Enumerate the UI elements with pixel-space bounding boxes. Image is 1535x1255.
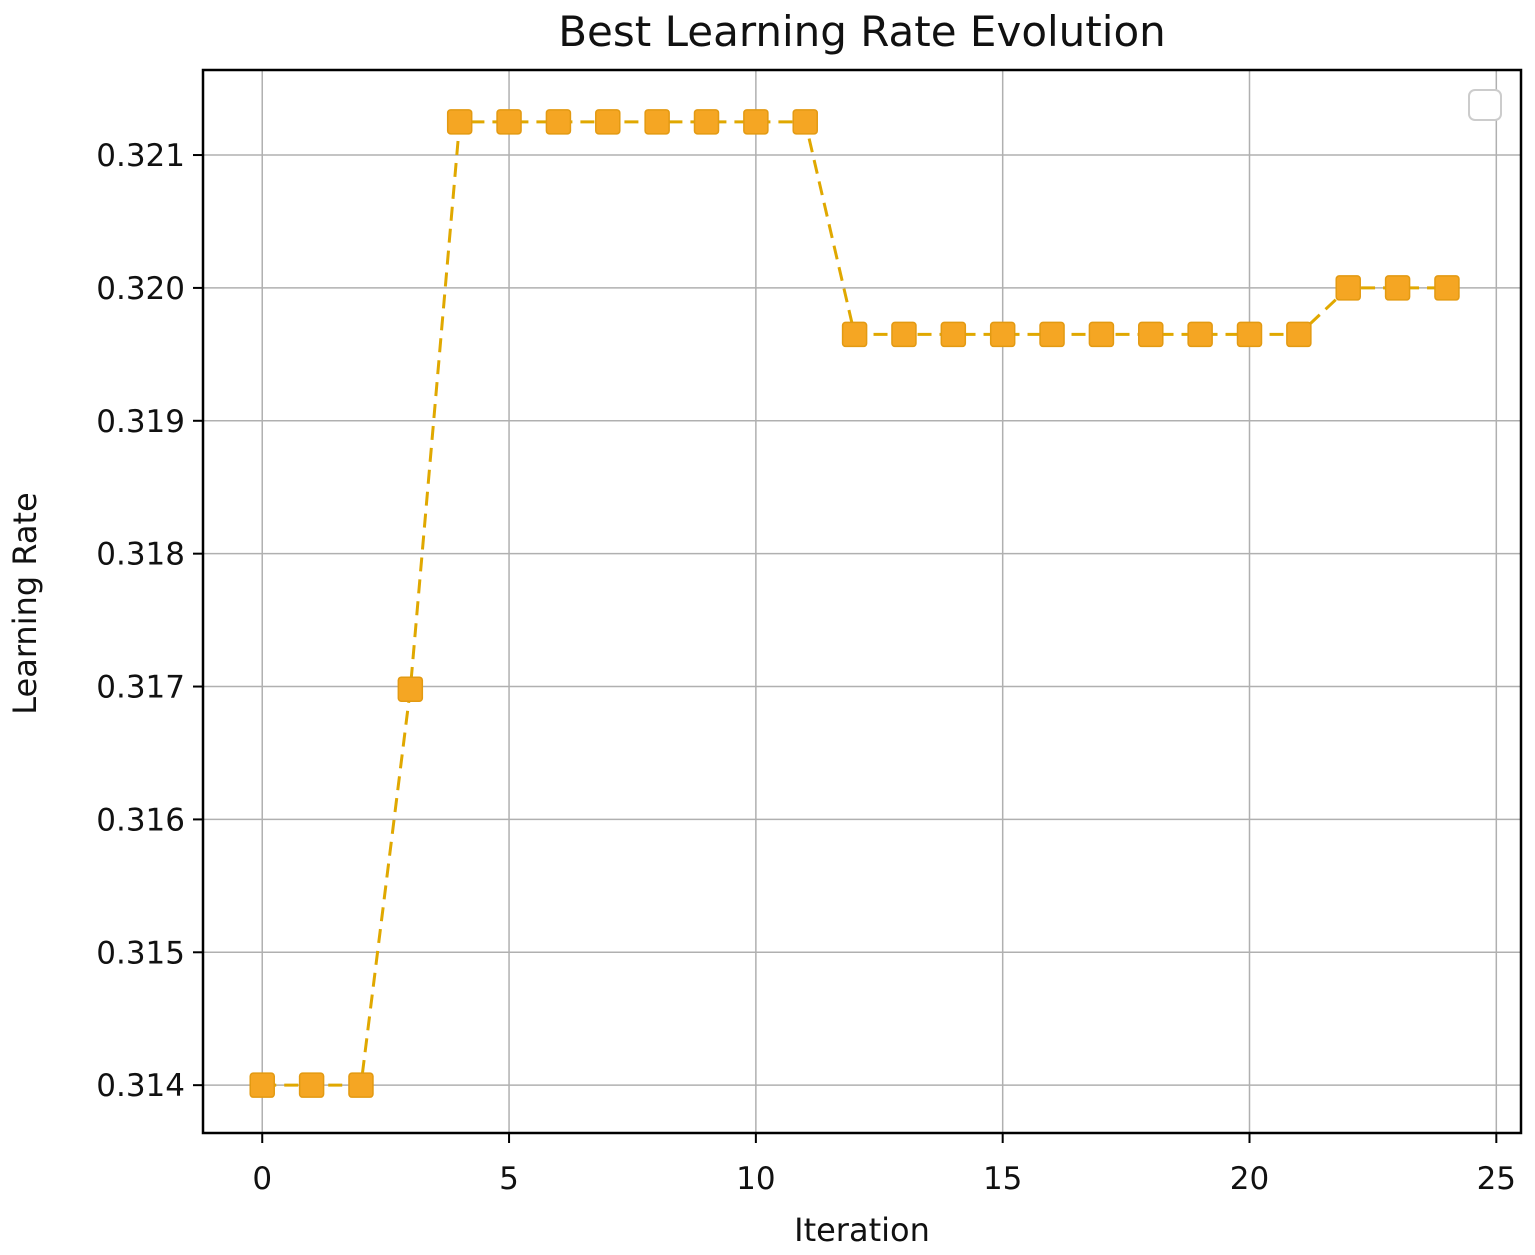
y-tick-label: 0.321 [96, 138, 185, 174]
data-point-marker [1384, 275, 1411, 301]
data-point-marker [249, 1072, 275, 1098]
data-point-marker [1434, 275, 1460, 301]
data-point-marker [1138, 321, 1164, 348]
legend-box[interactable] [1468, 89, 1502, 121]
data-point-marker [792, 109, 818, 135]
y-tick-label: 0.315 [96, 935, 185, 971]
data-point-marker [644, 109, 670, 135]
y-tick-label: 0.319 [96, 404, 185, 440]
chart-title: Best Learning Rate Evolution [558, 7, 1166, 56]
x-tick-label: 10 [736, 1161, 775, 1197]
y-ticks: 0.314 0.315 0.316 0.317 0.318 0.319 0.320 0.321 [96, 138, 203, 1104]
data-point-marker [743, 109, 769, 135]
data-point-marker [298, 1072, 325, 1098]
y-tick-label: 0.320 [96, 271, 185, 307]
data-point-marker [1039, 321, 1065, 348]
data-point-marker [545, 109, 572, 135]
grid [203, 70, 1521, 1133]
plot-frame [201, 68, 1523, 1135]
y-axis-label: Learning Rate [6, 492, 44, 714]
series-layer [249, 109, 1460, 1098]
data-point-marker [595, 109, 621, 135]
data-point-marker [940, 321, 967, 348]
x-tick-label: 25 [1477, 1161, 1516, 1197]
data-point-marker [1187, 321, 1213, 348]
data-point-marker [693, 109, 720, 135]
y-tick-label: 0.314 [96, 1068, 185, 1104]
data-point-marker [989, 321, 1016, 348]
x-ticks: 0 5 10 15 20 25 [252, 1133, 1516, 1197]
x-tick-label: 5 [499, 1161, 519, 1197]
x-axis-label: Iteration [794, 1211, 930, 1249]
data-point-marker [841, 321, 868, 348]
x-tick-label: 15 [983, 1161, 1022, 1197]
data-point-marker [891, 321, 917, 348]
data-point-marker [496, 109, 522, 135]
series-line [262, 120, 1447, 1087]
data-point-marker [1335, 275, 1361, 301]
data-point-marker [397, 676, 424, 702]
y-tick-label: 0.316 [96, 802, 185, 838]
data-point-marker [1286, 321, 1312, 348]
y-tick-label: 0.318 [96, 537, 185, 573]
y-tick-label: 0.317 [96, 670, 185, 706]
data-point-marker [446, 109, 473, 135]
data-point-marker [348, 1072, 374, 1098]
data-point-marker [1236, 321, 1263, 348]
x-tick-label: 0 [252, 1161, 272, 1197]
x-tick-label: 20 [1230, 1161, 1269, 1197]
data-point-marker [1088, 321, 1115, 348]
